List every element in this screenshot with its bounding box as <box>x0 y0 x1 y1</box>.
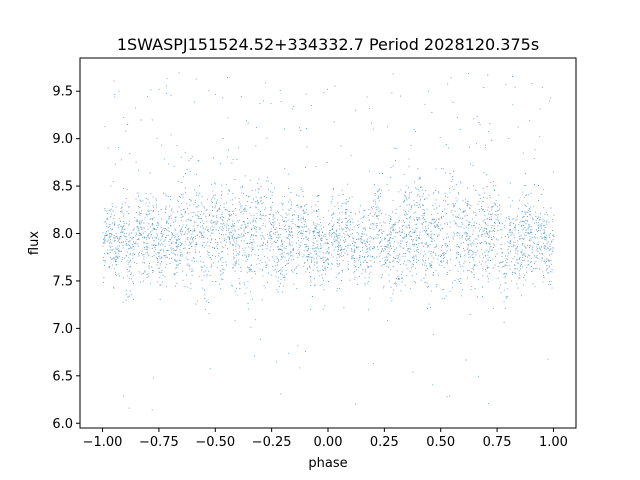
y-axis-label: flux <box>27 231 42 255</box>
chart-title: 1SWASPJ151524.52+334332.7 Period 2028120… <box>117 35 539 54</box>
x-tick-label: 0.00 <box>314 435 343 450</box>
x-tick-label: −0.50 <box>195 435 235 450</box>
x-tick-label: −1.00 <box>83 435 123 450</box>
y-tick-label: 7.0 <box>52 322 73 337</box>
y-axis-ticks: 6.0 6.5 7.0 7.5 8.0 8.5 9.0 9.5 <box>52 85 80 432</box>
x-axis-label: phase <box>308 456 347 471</box>
x-tick-label: −0.75 <box>139 435 179 450</box>
scatter-points <box>102 72 555 411</box>
x-axis-ticks: −1.00 −0.75 −0.50 −0.25 0.00 0.25 0.50 0.75 1.00 <box>83 428 568 450</box>
y-tick-label: 8.0 <box>52 227 73 242</box>
x-tick-label: 0.75 <box>483 435 512 450</box>
x-tick-label: −0.25 <box>252 435 292 450</box>
y-tick-label: 7.5 <box>52 274 73 289</box>
y-tick-label: 9.5 <box>52 85 73 100</box>
x-tick-label: 0.50 <box>426 435 455 450</box>
y-tick-label: 9.0 <box>52 132 73 147</box>
x-tick-label: 0.25 <box>370 435 399 450</box>
x-tick-label: 1.00 <box>539 435 568 450</box>
data-points <box>102 72 555 411</box>
y-tick-label: 6.5 <box>52 369 73 384</box>
y-tick-label: 6.0 <box>52 417 73 432</box>
y-tick-label: 8.5 <box>52 180 73 195</box>
